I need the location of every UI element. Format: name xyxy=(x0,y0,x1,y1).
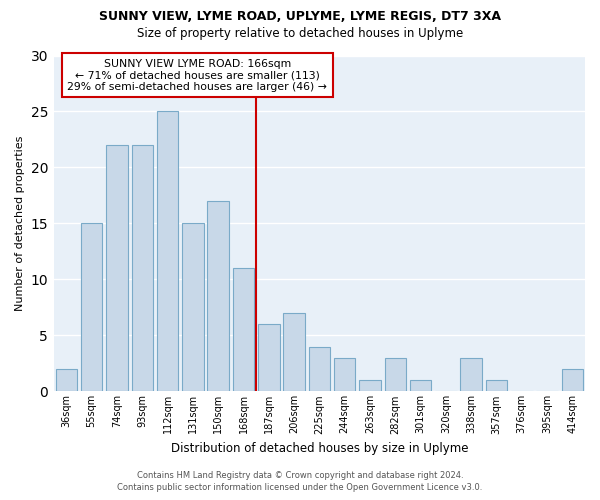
Text: SUNNY VIEW, LYME ROAD, UPLYME, LYME REGIS, DT7 3XA: SUNNY VIEW, LYME ROAD, UPLYME, LYME REGI… xyxy=(99,10,501,23)
Bar xyxy=(486,380,507,392)
Bar xyxy=(385,358,406,392)
Bar xyxy=(562,369,583,392)
Y-axis label: Number of detached properties: Number of detached properties xyxy=(15,136,25,311)
Bar xyxy=(106,145,128,392)
Bar xyxy=(157,112,178,392)
Text: Contains HM Land Registry data © Crown copyright and database right 2024.
Contai: Contains HM Land Registry data © Crown c… xyxy=(118,471,482,492)
Bar xyxy=(56,369,77,392)
Bar xyxy=(410,380,431,392)
Bar xyxy=(334,358,355,392)
Bar xyxy=(131,145,153,392)
Bar xyxy=(283,313,305,392)
Bar xyxy=(233,268,254,392)
Bar xyxy=(308,346,330,392)
X-axis label: Distribution of detached houses by size in Uplyme: Distribution of detached houses by size … xyxy=(170,442,468,455)
Bar xyxy=(359,380,381,392)
Bar xyxy=(81,224,103,392)
Bar xyxy=(258,324,280,392)
Bar xyxy=(208,201,229,392)
Bar xyxy=(460,358,482,392)
Text: Size of property relative to detached houses in Uplyme: Size of property relative to detached ho… xyxy=(137,28,463,40)
Bar xyxy=(182,224,203,392)
Text: SUNNY VIEW LYME ROAD: 166sqm
← 71% of detached houses are smaller (113)
29% of s: SUNNY VIEW LYME ROAD: 166sqm ← 71% of de… xyxy=(67,59,327,92)
